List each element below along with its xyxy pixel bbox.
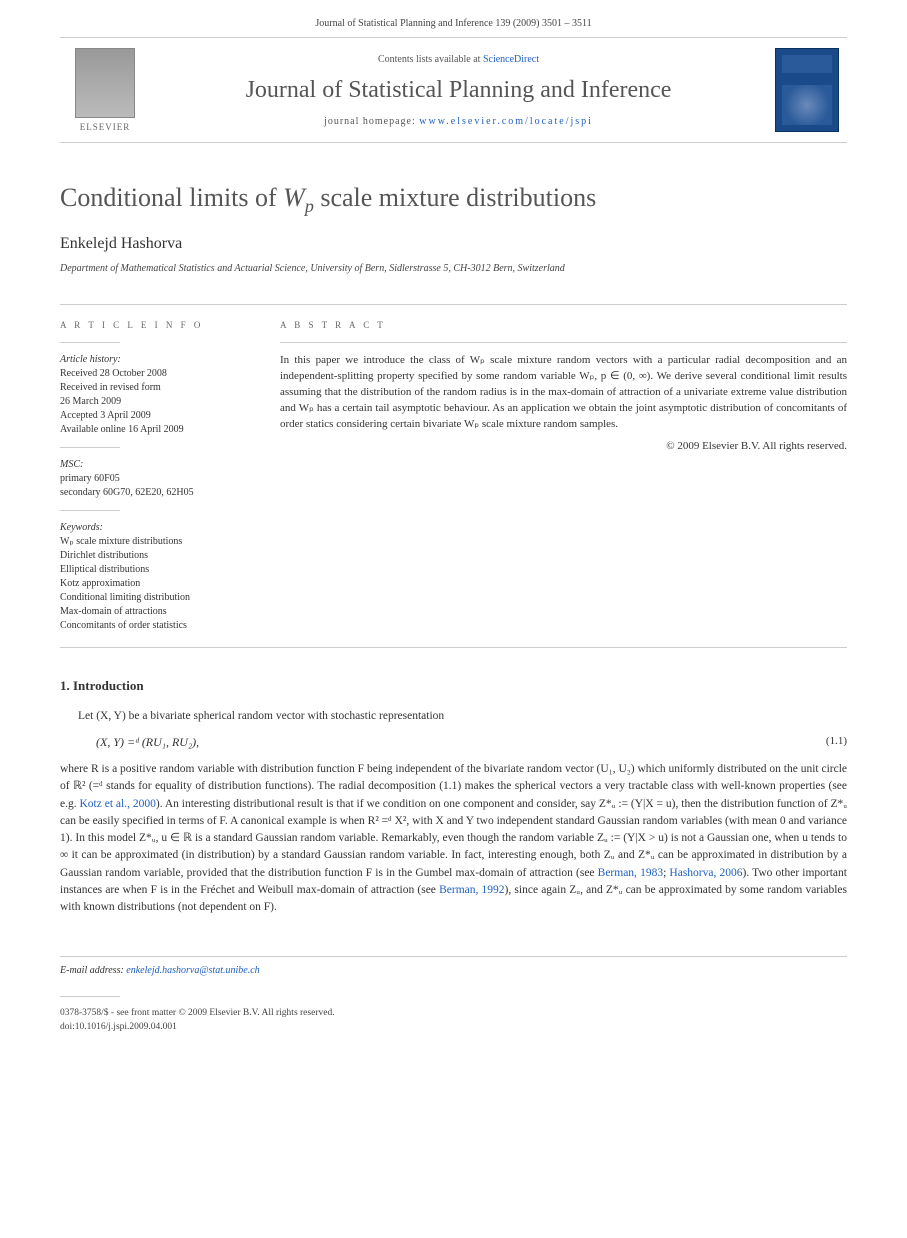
homepage-prefix: journal homepage: — [324, 116, 419, 127]
intro-lead: Let (X, Y) be a bivariate spherical rand… — [60, 708, 847, 725]
msc-label: MSC: — [60, 458, 240, 472]
banner-center: Contents lists available at ScienceDirec… — [150, 38, 767, 142]
contents-available-line: Contents lists available at ScienceDirec… — [150, 54, 767, 65]
equation-content: (X, Y) =ᵈ (RU₁, RU₂), — [96, 733, 826, 751]
keyword: Elliptical distributions — [60, 563, 240, 577]
citation-kotz-2000[interactable]: Kotz et al., 2000 — [80, 798, 156, 810]
title-pre: Conditional limits of — [60, 183, 283, 212]
doi-line: doi:10.1016/j.jspi.2009.04.001 — [60, 1021, 847, 1034]
equation-number: (1.1) — [826, 733, 847, 751]
citation-berman-1983[interactable]: Berman, 1983 — [598, 867, 663, 879]
title-sub: p — [305, 196, 314, 216]
keyword: Wₚ scale mixture distributions — [60, 535, 240, 549]
history-line: Received 28 October 2008 — [60, 367, 240, 381]
citation-hashorva-2006[interactable]: Hashorva, 2006 — [669, 867, 742, 879]
elsevier-tree-icon — [75, 48, 135, 118]
cover-icon — [775, 48, 839, 132]
title-post: scale mixture distributions — [314, 183, 596, 212]
history-line: 26 March 2009 — [60, 395, 240, 409]
abstract-column: A B S T R A C T In this paper we introdu… — [260, 305, 847, 647]
running-head: Journal of Statistical Planning and Infe… — [0, 0, 907, 37]
issn-line: 0378-3758/$ - see front matter © 2009 El… — [60, 1007, 847, 1020]
publisher-logo: ELSEVIER — [60, 38, 150, 142]
keyword: Max-domain of attractions — [60, 605, 240, 619]
section-1-body: Let (X, Y) be a bivariate spherical rand… — [60, 708, 847, 917]
history-label: Article history: — [60, 353, 240, 367]
equation-1-1: (X, Y) =ᵈ (RU₁, RU₂), (1.1) — [96, 733, 847, 751]
journal-banner: ELSEVIER Contents lists available at Sci… — [60, 37, 847, 143]
keyword: Dirichlet distributions — [60, 549, 240, 563]
keyword: Kotz approximation — [60, 577, 240, 591]
page-footer: E-mail address: enkelejd.hashorva@stat.u… — [60, 956, 847, 1034]
history-line: Available online 16 April 2009 — [60, 423, 240, 437]
keyword: Concomitants of order statistics — [60, 619, 240, 633]
journal-cover-thumb — [767, 38, 847, 142]
article-title: Conditional limits of Wp scale mixture d… — [60, 183, 847, 217]
sciencedirect-link[interactable]: ScienceDirect — [483, 54, 539, 65]
section-1-heading: 1. Introduction — [60, 678, 847, 694]
msc-line: primary 60F05 — [60, 472, 240, 486]
keyword: Conditional limiting distribution — [60, 591, 240, 605]
article-info-column: A R T I C L E I N F O Article history: R… — [60, 305, 260, 647]
corresponding-email-line: E-mail address: enkelejd.hashorva@stat.u… — [60, 965, 847, 976]
title-sym: W — [283, 183, 305, 212]
journal-name: Journal of Statistical Planning and Infe… — [150, 77, 767, 104]
history-line: Received in revised form — [60, 381, 240, 395]
email-label: E-mail address: — [60, 965, 126, 976]
msc-line: secondary 60G70, 62E20, 62H05 — [60, 486, 240, 500]
citation-berman-1992[interactable]: Berman, 1992 — [439, 884, 504, 896]
email-link[interactable]: enkelejd.hashorva@stat.unibe.ch — [126, 965, 259, 976]
contents-prefix: Contents lists available at — [378, 54, 483, 65]
abstract-text: In this paper we introduce the class of … — [280, 353, 847, 433]
homepage-link[interactable]: www.elsevier.com/locate/jspi — [419, 116, 593, 127]
abstract-copyright: © 2009 Elsevier B.V. All rights reserved… — [280, 439, 847, 455]
author-name: Enkelejd Hashorva — [60, 235, 847, 253]
keywords-label: Keywords: — [60, 521, 240, 535]
abstract-header: A B S T R A C T — [280, 319, 847, 332]
history-line: Accepted 3 April 2009 — [60, 409, 240, 423]
info-abstract-row: A R T I C L E I N F O Article history: R… — [60, 304, 847, 648]
publisher-name: ELSEVIER — [80, 122, 131, 132]
homepage-line: journal homepage: www.elsevier.com/locat… — [150, 116, 767, 127]
article-info-header: A R T I C L E I N F O — [60, 319, 240, 332]
intro-paragraph: where R is a positive random variable wi… — [60, 761, 847, 916]
author-affiliation: Department of Mathematical Statistics an… — [60, 263, 847, 274]
